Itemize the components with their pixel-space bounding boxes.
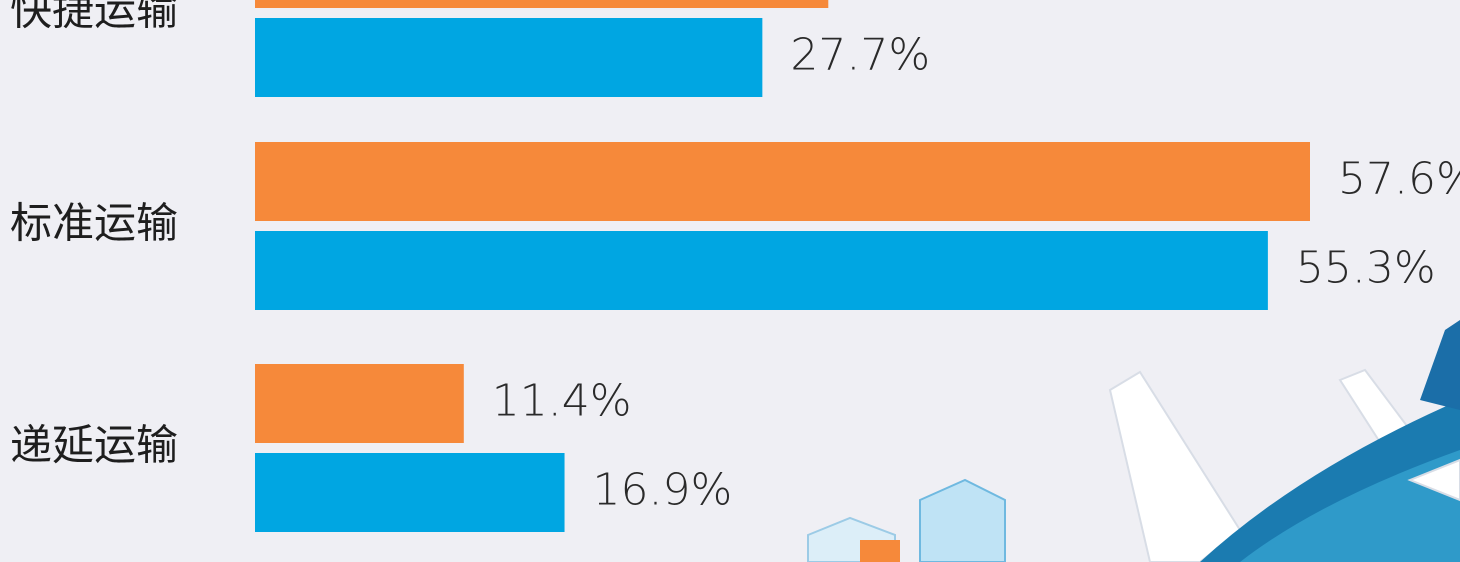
bar <box>255 18 763 97</box>
decoration <box>807 320 1460 562</box>
category-label: 标准运输 <box>10 199 178 248</box>
bar <box>255 231 1268 310</box>
value-label: 11.4% <box>492 376 632 427</box>
value-label: 55.3% <box>1296 243 1436 294</box>
category-label: 递延运输 <box>10 421 178 470</box>
bar <box>255 142 1310 221</box>
value-label: 27.7% <box>790 30 930 81</box>
bar <box>255 0 829 8</box>
bar <box>255 364 464 443</box>
category-label: 快捷运输 <box>10 0 178 35</box>
value-label: 57.6% <box>1338 154 1460 205</box>
value-label: 16.9% <box>593 465 733 516</box>
bar <box>255 453 565 532</box>
